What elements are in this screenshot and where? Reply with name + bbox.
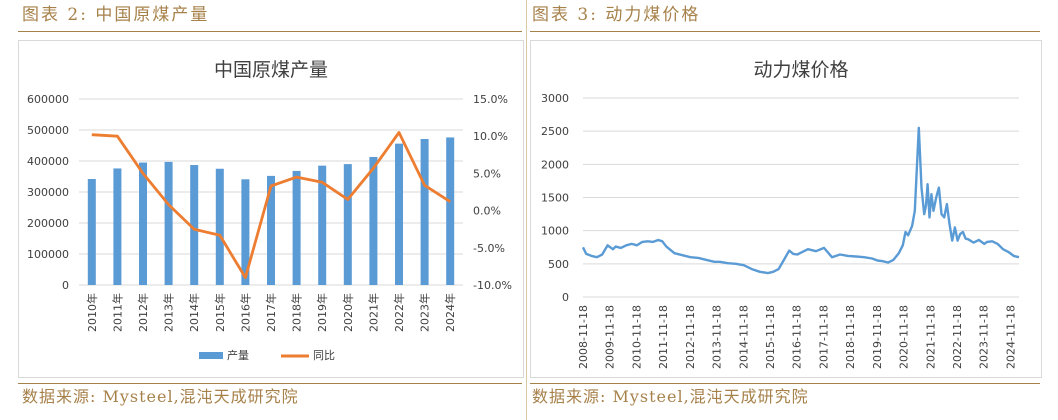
- x-tick-label: 2010-11-18: [630, 305, 643, 369]
- x-tick-label: 2010年: [85, 293, 99, 332]
- price-chart-panel: 动力煤价格 0 500 1000 1500 2000 2500 3000 2008-11-18 2…: [530, 40, 1042, 378]
- x-tick-label: 2014年: [187, 293, 201, 332]
- legend-line-label: 同比: [313, 349, 335, 362]
- bar: [318, 165, 327, 285]
- x-tick-label: 2021-11-18: [924, 305, 937, 369]
- bar: [420, 138, 429, 285]
- yoy-line: [91, 131, 451, 280]
- bar: [190, 165, 199, 285]
- production-chart-panel: 中国原煤产量 0 100000 200000 300000 400000 500000 600…: [18, 40, 524, 378]
- y-left-tick-label: 0: [62, 279, 69, 292]
- x-tick-label: 2014-11-18: [737, 305, 750, 369]
- x-tick-label: 2015-11-18: [764, 305, 777, 369]
- x-tick-label: 2017年: [264, 293, 278, 332]
- y-tick-label: 1000: [541, 225, 569, 238]
- section-divider: [526, 0, 527, 420]
- chart-title: 中国原煤产量: [214, 59, 328, 81]
- y-tick-label: 500: [548, 258, 569, 271]
- x-tick-label: 2019年: [315, 293, 329, 332]
- x-tick-label: 2022年: [392, 293, 406, 332]
- x-tick-label: 2020-11-18: [898, 305, 911, 369]
- left-source: 数据来源: Mysteel,混沌天成研究院: [22, 387, 299, 406]
- legend-bar-swatch: [199, 352, 223, 359]
- right-source: 数据来源: Mysteel,混沌天成研究院: [532, 387, 809, 406]
- bar: [139, 162, 147, 285]
- y-right-tick-label: 5.0%: [473, 167, 501, 180]
- left-bottom-rule: [18, 383, 522, 384]
- chart-title: 动力煤价格: [753, 59, 848, 81]
- right-bottom-rule: [530, 383, 1040, 384]
- bar: [343, 164, 352, 285]
- x-tick-label: 2023年: [418, 293, 432, 332]
- x-tick-label: 2012年: [136, 293, 150, 332]
- y-left-tick-label: 300000: [27, 186, 69, 199]
- left-caption-rule: [18, 31, 522, 32]
- x-tick-label: 2011-11-18: [657, 305, 670, 369]
- production-chart: 中国原煤产量 0 100000 200000 300000 400000 500000 600…: [27, 59, 512, 362]
- bar: [87, 178, 96, 285]
- y-tick-label: 2500: [541, 125, 569, 138]
- y-right-tick-label: 10.0%: [473, 130, 508, 143]
- x-tick-label: 2009-11-18: [604, 305, 617, 369]
- price-line: [581, 126, 1020, 275]
- x-tick-label: 2013-11-18: [711, 305, 724, 369]
- legend-bar-label: 产量: [227, 348, 249, 362]
- bar: [241, 179, 250, 285]
- x-tick-label: 2018年: [290, 293, 304, 332]
- x-tick-label: 2022-11-18: [951, 305, 964, 369]
- y-right-tick-label: -10.0%: [473, 279, 512, 292]
- x-tick-label: 2024年: [443, 293, 457, 332]
- right-caption-rule: [530, 31, 1040, 32]
- y-tick-label: 3000: [541, 92, 569, 105]
- y-right-tick-label: 15.0%: [473, 93, 508, 106]
- bar: [267, 175, 275, 285]
- x-tick-label: 2012-11-18: [684, 305, 697, 369]
- bar: [215, 168, 224, 285]
- left-caption: 图表 2: 中国原煤产量: [22, 5, 210, 25]
- x-tick-label: 2013年: [162, 293, 176, 332]
- y-left-tick-label: 600000: [27, 93, 69, 106]
- x-tick-label: 2011年: [110, 293, 124, 332]
- bar: [113, 168, 122, 285]
- y-right-tick-label: 0.0%: [473, 205, 501, 218]
- right-caption: 图表 3: 动力煤价格: [532, 5, 701, 25]
- x-tick-label: 2016年: [238, 293, 252, 332]
- y-tick-label: 2000: [541, 158, 569, 171]
- y-left-tick-label: 400000: [27, 155, 69, 168]
- y-left-tick-label: 200000: [27, 217, 69, 230]
- y-left-tick-label: 100000: [27, 248, 69, 261]
- y-left-tick-label: 500000: [27, 124, 69, 137]
- bar: [446, 137, 455, 285]
- x-tick-label: 2008-11-18: [577, 305, 590, 369]
- x-tick-label: 2017-11-18: [817, 305, 830, 369]
- x-tick-label: 2019-11-18: [871, 305, 884, 369]
- bar: [395, 143, 403, 285]
- y-right-tick-label: -5.0%: [473, 242, 505, 255]
- bar: [369, 156, 378, 285]
- bar: [164, 161, 173, 285]
- x-tick-label: 2023-11-18: [978, 305, 991, 369]
- x-tick-label: 2015年: [213, 293, 227, 332]
- x-tick-label: 2024-11-18: [1004, 305, 1017, 369]
- bar: [292, 170, 301, 285]
- y-tick-label: 0: [562, 291, 569, 304]
- price-chart: 动力煤价格 0 500 1000 1500 2000 2500 3000 2008-11-18 2…: [541, 59, 1020, 369]
- y-tick-label: 1500: [541, 192, 569, 205]
- x-tick-label: 2020年: [341, 293, 355, 332]
- x-tick-label: 2016-11-18: [791, 305, 804, 369]
- x-tick-label: 2021年: [366, 293, 380, 332]
- x-tick-label: 2018-11-18: [844, 305, 857, 369]
